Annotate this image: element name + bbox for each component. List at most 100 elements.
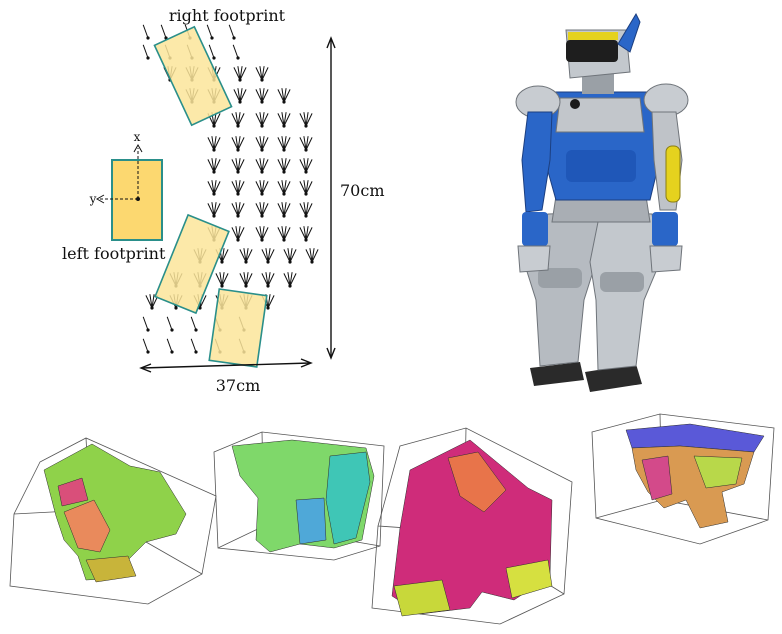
width-arrow-right [300,358,313,368]
hull-3-mesh-foot-right [505,559,553,599]
robot-left-knee [538,268,582,288]
sample-fan-glyph [190,338,198,354]
sample-fan-glyph [207,202,221,218]
sample-fan-glyph [255,226,269,242]
sample-fan-glyph [255,88,269,104]
robot-chest-plate [555,97,645,133]
robot-head-fin [617,12,641,53]
sample-fan-glyph [206,24,214,40]
footprint-diagram: x y right footprint left footprint 70cm … [62,6,385,395]
robot-right-forearm [652,212,678,246]
robot-neck [582,72,614,94]
sample-fan-glyph [255,158,269,174]
sample-fan-glyph [160,24,168,40]
sample-fan-glyph [277,180,291,196]
sample-fan-glyph [299,158,313,174]
sample-fan-glyph [255,136,269,152]
sample-fan-glyph [299,202,313,218]
reference-origin [136,197,140,201]
sample-fan-glyph [231,180,245,196]
width-arrow-left [139,363,152,373]
sample-fan-glyph [231,136,245,152]
left-footprint-label: left footprint [62,244,166,263]
sample-fan-glyph [239,272,253,288]
hull-3-mesh-foot-left [393,579,451,617]
sample-fan-glyph [277,226,291,242]
sample-fan-glyph [228,24,236,40]
hull-2-mesh-cyan [325,451,371,545]
x-axis-label: x [134,130,141,144]
x-axis-arrowhead [133,143,143,153]
sample-fan-glyph [255,202,269,218]
hull-3 [371,427,573,625]
sample-fan-glyph [142,44,150,60]
sample-fan-glyph [239,248,253,264]
hull-row [9,413,775,625]
robot-left-hand [517,245,551,273]
sample-fan-glyph [277,202,291,218]
right-footprint-rect [153,25,233,127]
sample-fan-glyph [283,248,297,264]
sample-fan-glyph [277,88,291,104]
sample-fan-glyph [299,136,313,152]
robot-right-shoulder [643,83,689,117]
sample-fan-glyph [145,294,159,310]
sample-fan-glyph [166,338,174,354]
robot-right-foot [585,364,642,392]
right-footprint-label: right footprint [169,6,286,25]
sample-fan-glyph [261,248,275,264]
hull-3-mesh-orange [447,451,507,513]
robot-chest-light [570,99,580,109]
sample-fan-glyph [231,112,245,128]
hull-1-mesh-warm [63,499,111,553]
sample-fan-glyph [231,158,245,174]
sample-fan-glyph [299,180,313,196]
sample-fan-glyph [277,136,291,152]
height-dimension-label: 70cm [340,181,385,200]
sample-fan-glyph [305,248,319,264]
sample-fan-glyph [142,338,150,354]
sample-fan-glyph [207,136,221,152]
robot-belly [566,150,636,182]
sample-fan-glyph [233,88,247,104]
sample-fan-glyph [215,272,229,288]
robot-left-foot [530,362,584,386]
hull-1-mesh-base [85,555,137,583]
sample-fan-glyph [283,272,297,288]
bottom-footprint-rect [208,288,268,368]
sample-fan-glyph [277,158,291,174]
robot-visor [566,40,618,62]
left-footprint-rect [154,213,230,315]
robot-left-forearm [522,212,548,246]
height-arrow-top [326,36,336,49]
sample-fan-glyph [299,226,313,242]
robot-right-hand [649,245,683,273]
width-dimension-label: 37cm [216,376,261,395]
sample-fan-glyph [190,316,198,332]
sample-fan-glyph [142,316,150,332]
hull-2-mesh-blue [295,497,327,545]
sample-fan-glyph [207,158,221,174]
hull-1 [9,437,217,605]
hull-4-mesh-green [693,455,743,489]
hull-2 [213,431,385,561]
robot-left-arm [521,111,553,213]
sample-fan-grid [142,24,319,354]
sample-fan-glyph [231,226,245,242]
sample-fan-glyph [299,112,313,128]
sample-fan-glyph [166,316,174,332]
sample-fan-glyph [255,180,269,196]
sample-fan-glyph [208,44,216,60]
robot-right-knee [600,272,644,292]
hull-4-mesh-pink [641,455,673,501]
sample-fan-glyph [261,272,275,288]
y-axis-arrowhead [95,194,105,204]
sample-fan-glyph [231,202,245,218]
hull-1-mesh-pink [57,477,89,507]
hull-4 [591,413,775,545]
sample-fan-glyph [255,112,269,128]
sample-fan-glyph [255,66,269,82]
y-axis-label: y [89,192,97,206]
width-dimension-line [141,362,311,369]
